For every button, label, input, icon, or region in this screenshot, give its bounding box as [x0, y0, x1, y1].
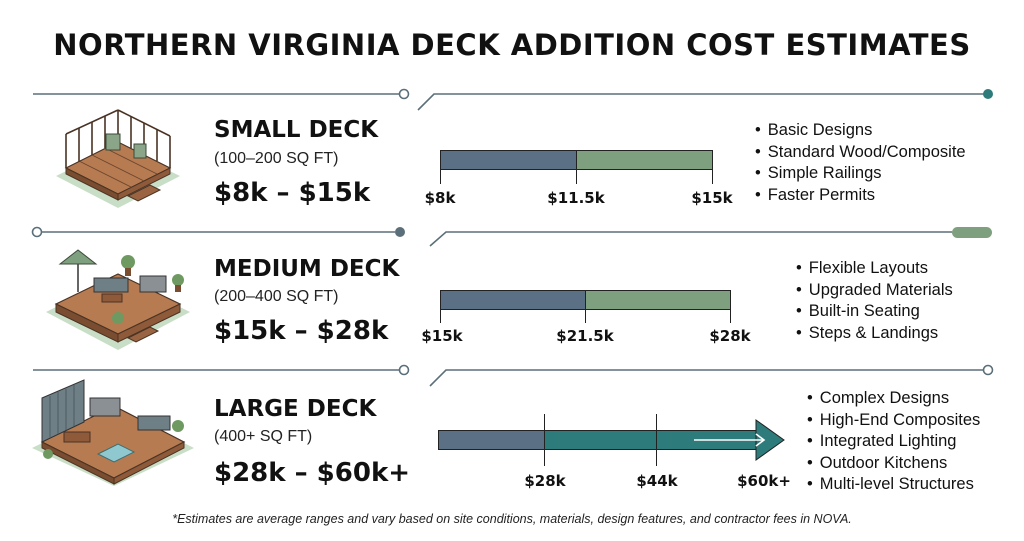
large-deck-tick-44 [656, 414, 657, 466]
large-deck-tick-label: $28k [524, 472, 566, 490]
feature-item: Standard Wood/Composite [755, 142, 966, 164]
large-deck-tick-label: $60k+ [737, 472, 791, 490]
large-deck-features: Complex Designs High-End Composites Inte… [807, 388, 981, 496]
medium-deck-tick-21-5 [585, 290, 586, 323]
small-deck-features: Basic Designs Standard Wood/Composite Si… [755, 120, 966, 206]
feature-item: Built-in Seating [796, 301, 953, 323]
large-deck-price-range: $28k – $60k+ [214, 458, 411, 488]
small-deck-segment-high [576, 150, 713, 170]
medium-deck-segment-low [440, 290, 587, 310]
feature-item: Outdoor Kitchens [807, 453, 980, 475]
large-deck-tick-28 [544, 414, 545, 466]
medium-deck-tick-label: $28k [709, 327, 751, 345]
feature-item: Simple Railings [755, 163, 966, 185]
large-deck-size: (400+ SQ FT) [214, 428, 313, 445]
small-deck-title: SMALL DECK [214, 117, 379, 143]
small-deck-price-range: $8k – $15k [214, 178, 371, 208]
feature-item: Flexible Layouts [796, 258, 953, 280]
small-deck-range-bar [440, 150, 713, 170]
medium-deck-price-range: $15k – $28k [214, 316, 389, 346]
feature-item: Steps & Landings [796, 323, 953, 345]
large-deck-illustration [32, 379, 194, 486]
page-title: NORTHERN VIRGINIA DECK ADDITION COST EST… [53, 28, 971, 62]
small-deck-tick-label: $11.5k [547, 189, 605, 207]
small-deck-segment-low [440, 150, 578, 170]
small-deck-tick-label: $8k [424, 189, 456, 207]
feature-item: Faster Permits [755, 185, 966, 207]
feature-item: Multi-level Structures [807, 474, 980, 496]
large-deck-title: LARGE DECK [214, 396, 377, 422]
small-deck-tick-11-5 [576, 150, 577, 184]
medium-deck-segment-high [585, 290, 731, 310]
large-deck-segment-low [438, 430, 546, 450]
small-deck-tick-8 [440, 150, 441, 184]
footnote: *Estimates are average ranges and vary b… [172, 512, 852, 526]
feature-item: Upgraded Materials [796, 280, 953, 302]
small-deck-tick-15 [712, 150, 713, 184]
medium-deck-tick-label: $21.5k [556, 327, 614, 345]
feature-item: High-End Composites [807, 410, 981, 432]
feature-item: Complex Designs [807, 388, 980, 410]
medium-deck-size: (200–400 SQ FT) [214, 288, 339, 305]
small-deck-tick-label: $15k [691, 189, 733, 207]
medium-deck-tick-label: $15k [421, 327, 463, 345]
medium-deck-tick-28 [730, 290, 731, 323]
feature-item: Integrated Lighting [807, 431, 980, 453]
medium-deck-illustration [46, 249, 190, 350]
large-deck-segment-high [544, 430, 759, 450]
small-deck-illustration [56, 109, 180, 208]
large-deck-range-bar [438, 430, 759, 450]
medium-deck-range-bar [440, 290, 731, 310]
feature-item: Basic Designs [755, 120, 966, 142]
large-deck-tick-label: $44k [636, 472, 678, 490]
medium-deck-tick-15 [440, 290, 441, 323]
small-deck-size: (100–200 SQ FT) [214, 150, 339, 167]
medium-deck-features: Flexible Layouts Upgraded Materials Buil… [796, 258, 953, 344]
medium-deck-title: MEDIUM DECK [214, 256, 400, 282]
